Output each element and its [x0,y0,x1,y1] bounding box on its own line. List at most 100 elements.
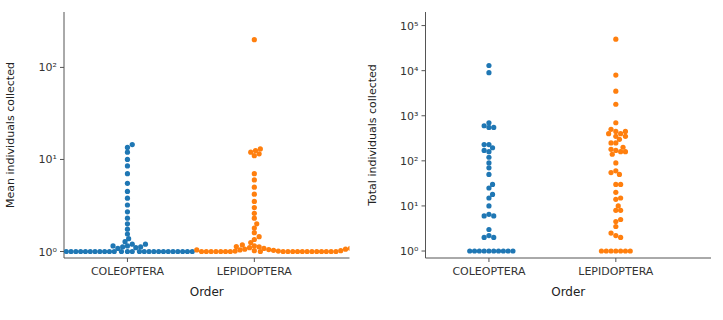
point [486,248,491,253]
point [613,72,618,77]
point [618,149,623,154]
point [97,249,102,254]
point [253,148,258,153]
point [613,89,618,94]
point [348,246,350,251]
point [618,248,623,253]
point [161,249,166,254]
point [618,182,623,187]
point [618,208,623,213]
point [130,142,135,147]
point [506,248,511,253]
y-tick [422,25,426,26]
point [64,249,69,254]
point [613,120,618,125]
x-axis-line [426,258,712,259]
point [496,248,501,253]
point [125,181,130,186]
point [252,230,257,235]
y-tick-label: 10⁴ [400,65,419,78]
point [252,237,257,242]
point [252,199,257,204]
point [620,145,625,150]
series [194,37,349,254]
point [613,197,618,202]
point [166,249,171,254]
y-axis-line [425,12,426,258]
point [623,134,628,139]
point [252,185,257,190]
x-tick [127,258,128,262]
point [329,249,334,254]
point [64,249,65,254]
point [617,172,622,177]
point [252,211,257,216]
series [467,63,515,254]
x-tick-label: LEPIDOPTERA [217,265,293,278]
point [119,249,124,254]
point [486,203,491,208]
point [143,242,148,247]
y-tick-label: 10² [39,61,57,74]
x-tick-label: COLEOPTERA [452,265,526,278]
y-tick [60,251,64,252]
point [491,248,496,253]
point [194,247,199,252]
point [285,249,290,254]
point [486,63,491,68]
point [608,140,613,145]
point [610,152,615,157]
point [482,123,487,128]
point [482,235,487,240]
point [254,221,259,226]
point [613,129,618,134]
point [125,196,130,201]
point [490,145,495,150]
point [151,249,156,254]
series [599,37,633,254]
point [252,205,257,210]
point [257,234,262,239]
point [110,243,115,248]
y-axis-line [64,12,65,258]
point [324,249,329,254]
point [213,249,218,254]
point [472,248,477,253]
point [252,37,257,42]
point [125,171,130,176]
point [486,149,491,154]
point [276,249,281,254]
y-axis-label: Total individuals collected [366,64,379,207]
point [486,172,491,177]
point [628,248,633,253]
point [486,212,491,217]
point [125,216,130,221]
point [185,249,190,254]
point [482,142,487,147]
point [467,248,472,253]
point [623,149,628,154]
point [252,216,257,221]
point [604,248,609,253]
point [613,182,618,187]
y-tick [60,159,64,160]
plot-area [467,37,633,254]
point [486,120,491,125]
point [613,160,618,165]
point [608,127,613,132]
series [64,142,195,254]
point [180,249,185,254]
point [142,249,147,254]
x-axis-line [64,258,350,259]
point [281,249,286,254]
y-tick-label: 10⁰ [400,245,419,258]
point [120,244,125,249]
point [146,249,151,254]
point [137,249,142,254]
point [126,236,131,241]
point [486,125,491,130]
point [125,157,130,162]
y-tick [422,70,426,71]
y-tick-label: 10⁰ [39,246,58,259]
point [613,148,618,153]
